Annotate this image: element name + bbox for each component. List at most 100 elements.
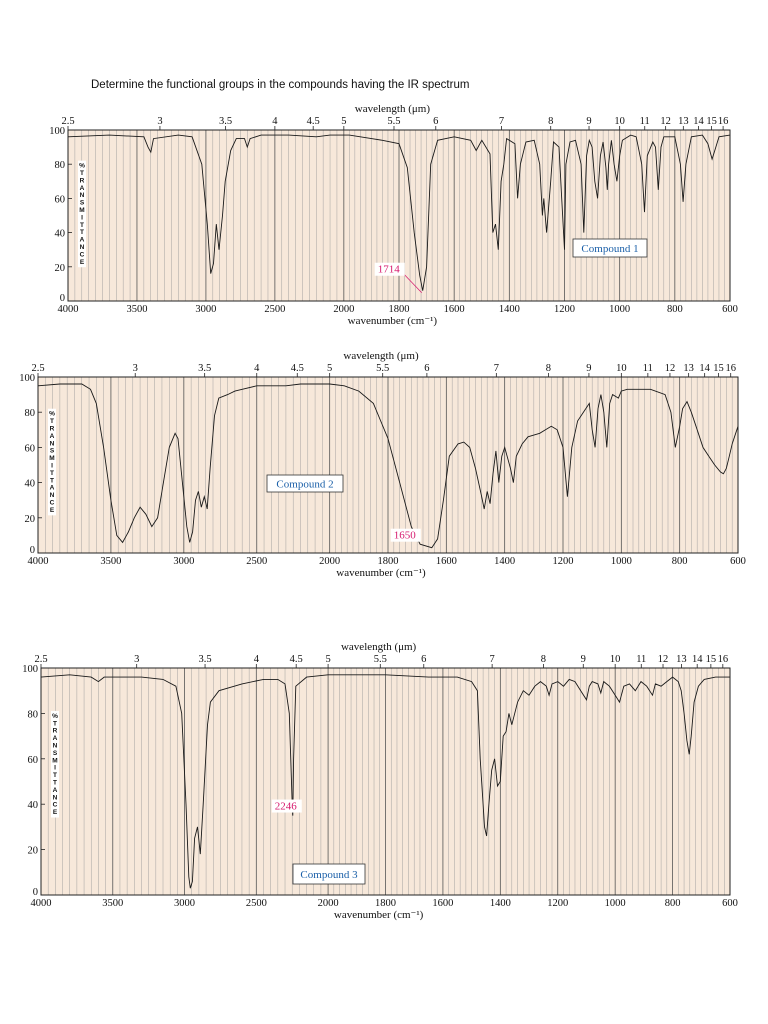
y-tick-label: 100 [19,373,35,384]
y-axis-title-letter: T [50,470,54,477]
wavenumber-axis: 4000 3500 3000 2500 2000 1800 1600 1400 1200 1000… [28,556,746,567]
y-tick-label: 80 [25,408,36,419]
y-tick-label: 0 [33,887,38,898]
y-tick-label: 20 [25,514,36,525]
compound-label: Compound 1 [581,243,638,255]
y-axis-title-letter: R [80,177,85,184]
wavelength-axis: 2.5 3 3.5 4 4.5 5 5.5 6 7 8 9 10 11 12 13 14 15 16 [61,116,728,130]
x2-tick-label: 16 [718,654,729,665]
x2-tick-label: 2.5 [34,654,47,665]
y-axis-title-letter: I [81,214,83,221]
x2-tick-label: 15 [713,363,724,374]
y-axis: 0 20 40 60 80 100 [22,664,45,898]
y-axis-title-letter: T [50,477,54,484]
y-axis-title-letter: I [54,765,56,772]
x-tick-label: 1400 [490,898,511,909]
x2-tick-label: 8 [546,363,551,374]
y-tick-label: 40 [55,229,66,240]
grid-lines [67,130,731,301]
y-axis-title-letter: T [53,720,57,727]
y-axis-title-letter: T [80,222,84,229]
spectrum-line [37,383,739,549]
x-tick-label: 800 [667,304,683,315]
x2-tick-label: 5 [325,654,330,665]
y-tick-label: 80 [55,160,66,171]
x2-tick-label: 9 [586,363,591,374]
x-tick-label: 3500 [126,304,147,315]
peak-label: 2246 [275,801,298,813]
y-axis-title-letter: E [80,259,85,266]
x-tick-label: 1800 [389,304,410,315]
y-axis: 0 20 40 60 80 100 [49,126,72,304]
y-axis-title-letter: N [50,440,55,447]
x2-tick-label: 11 [636,654,646,665]
x2-tick-label: 4 [272,116,278,127]
x2-tick-label: 7 [499,116,504,127]
x-tick-label: 3500 [100,556,121,567]
plot-frame [37,376,739,554]
x-tick-label: 3000 [173,556,194,567]
y-axis-title-letter: I [51,463,53,470]
y-tick-label: 40 [25,479,36,490]
x-tick-label: 1200 [554,304,575,315]
y-axis-title-letter: N [50,492,55,499]
x-tick-label: 1400 [494,556,515,567]
x2-tick-label: 14 [699,363,710,374]
y-axis-title-letter: A [50,433,55,440]
x2-tick-label: 11 [640,116,650,127]
x-tick-label: 1600 [432,898,453,909]
x-tick-label: 4000 [28,556,49,567]
y-axis-title-letter: M [52,757,57,764]
spectrum-line [67,134,731,291]
x-tick-label: 2000 [319,556,340,567]
peak-annotation: 2246 [271,799,302,813]
plot-frame [40,667,731,896]
x-tick-label: 1200 [547,898,568,909]
y-axis-title-letter: N [80,244,85,251]
x2-tick-label: 5 [341,116,346,127]
y-tick-label: 100 [49,126,65,137]
wavelength-axis: 2.5 3 3.5 4 4.5 5 5.5 6 7 8 9 10 11 12 13 14 15 16 [34,654,728,668]
x2-tick-label: 5.5 [374,654,387,665]
y-axis-title-letter: N [80,192,85,199]
x-tick-label: 1000 [605,898,626,909]
y-axis-title-letter: T [80,170,84,177]
y-axis-title-letter: R [50,426,55,433]
x2-tick-label: 10 [616,363,627,374]
x-tick-label: 1800 [378,556,399,567]
ir-spectrum-chart-3: 2.5 3 3.5 4 4.5 5 5.5 6 7 8 9 10 11 12 13 14 15 16 4000 35… [22,641,738,921]
peak-label-bg [271,799,302,813]
grid-lines [40,668,731,895]
ir-spectrum-chart-1: 2.5 3 3.5 4 4.5 5 5.5 6 7 8 9 10 11 12 13 14 15 16 4000 35… [49,103,738,327]
peak-annotation: 1650 [390,528,421,542]
y-axis-title-letter: C [80,251,85,258]
x-axis-title: wavenumber (cm⁻¹) [348,315,438,327]
x2-tick-label: 16 [718,116,729,127]
x2-tick-label: 3.5 [198,363,211,374]
x2-tick-label: 13 [683,363,694,374]
compound-label-box: Compound 2 [266,474,344,493]
y-axis-title-letter: S [53,750,58,757]
x-tick-label: 4000 [31,898,52,909]
y-tick-label: 60 [28,755,39,766]
x2-tick-label: 4.5 [307,116,320,127]
question-text: Determine the functional groups in the c… [91,79,470,91]
x2-tick-label: 11 [643,363,653,374]
y-axis-title-letter: A [53,735,58,742]
compound-label-box: Compound 3 [292,863,366,885]
x-tick-label: 600 [722,898,738,909]
x-axis-title: wavenumber (cm⁻¹) [336,567,426,579]
x2-tick-label: 5 [327,363,332,374]
peak-label-bg [390,528,421,542]
x-tick-label: 1000 [611,556,632,567]
x-tick-label: 2000 [318,898,339,909]
y-axis-title-letter: T [53,780,57,787]
y-axis-title-letter: A [53,787,58,794]
x2-tick-label: 8 [548,116,553,127]
x-tick-label: 2000 [333,304,354,315]
y-axis-title-letter: E [53,809,58,816]
y-tick-label: 60 [25,443,36,454]
x2-tick-label: 9 [581,654,586,665]
